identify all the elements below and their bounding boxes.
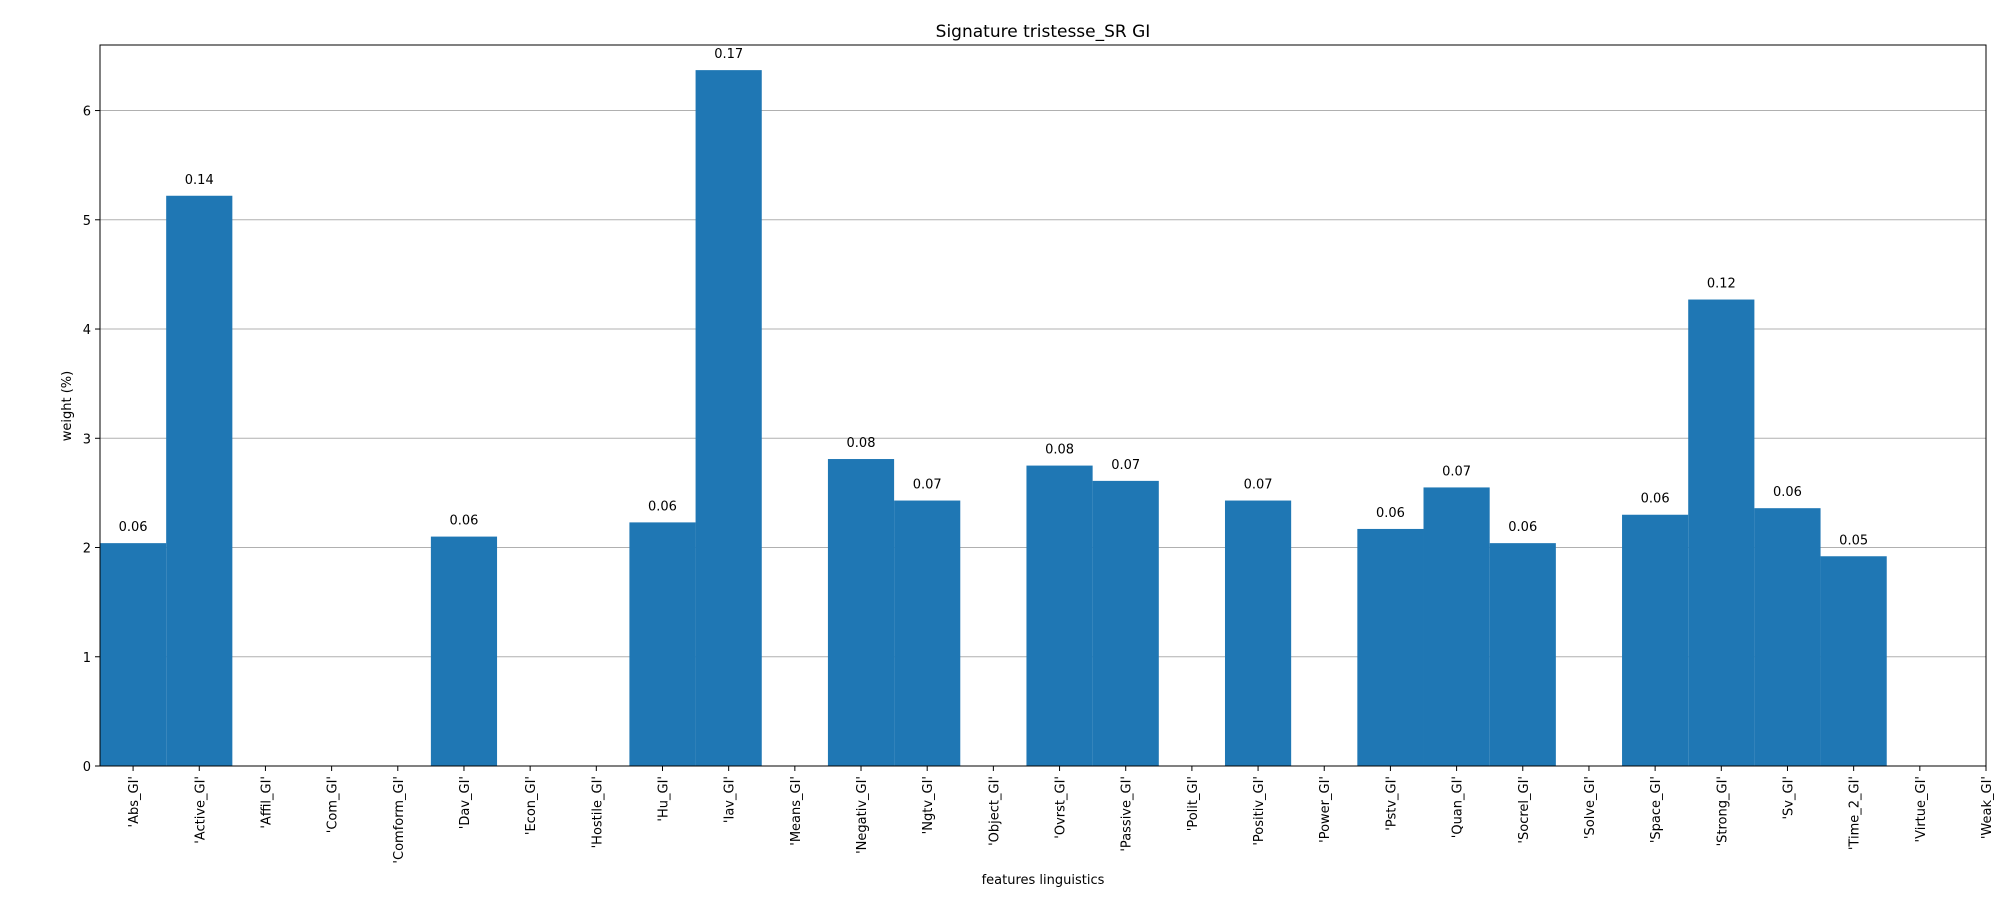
- bar: [1489, 543, 1556, 766]
- data-label: 0.07: [1442, 464, 1471, 479]
- x-tick-label: 'Ovrst_GI': [1054, 776, 1069, 839]
- bar: [166, 195, 233, 767]
- chart-title: Signature tristesse_SR GI: [936, 22, 1151, 42]
- x-tick-label: 'Negativ_GI': [855, 776, 870, 854]
- bar: [1026, 465, 1093, 766]
- bars: [100, 70, 1887, 767]
- y-axis-label: weight (%): [60, 371, 75, 441]
- x-tick-label: 'Positiv_GI': [1252, 776, 1267, 846]
- x-tick-label: 'Virtue_GI': [1914, 776, 1929, 842]
- data-label: 0.06: [1508, 520, 1537, 535]
- y-tick-label: 4: [83, 323, 91, 338]
- x-axis-ticks: 'Abs_GI' 'Active_GI' 'Affil_GI' 'Com_GI' 'Co…: [127, 766, 1995, 864]
- y-tick-label: 5: [83, 214, 91, 229]
- x-tick-label: 'Strong_GI': [1715, 776, 1730, 846]
- bar: [1224, 500, 1292, 766]
- data-label: 0.07: [913, 478, 942, 493]
- y-axis-ticks: 0 1 2 3 4 5 6: [83, 105, 100, 775]
- x-tick-label: 'Econ_GI': [524, 776, 539, 835]
- data-label: 0.06: [648, 499, 677, 514]
- x-tick-label: 'Hostile_GI': [590, 776, 605, 848]
- data-label: 0.06: [1641, 492, 1670, 507]
- x-tick-label: 'Hu_GI': [656, 776, 671, 822]
- x-tick-label: 'Affil_GI': [259, 776, 274, 829]
- data-label: 0.05: [1839, 533, 1868, 548]
- y-tick-label: 3: [83, 432, 91, 447]
- bar: [1820, 556, 1887, 766]
- x-tick-label: 'Object_GI': [987, 776, 1002, 846]
- bar: [1754, 508, 1821, 766]
- data-label: 0.08: [847, 436, 876, 451]
- x-tick-label: 'Power_GI': [1318, 776, 1333, 843]
- bar: [430, 536, 498, 766]
- x-tick-label: 'Space_GI': [1649, 776, 1664, 843]
- data-label: 0.12: [1707, 277, 1736, 292]
- x-tick-label: 'Quan_GI': [1451, 776, 1466, 838]
- bar: [827, 459, 895, 766]
- x-tick-label: 'Dav_GI': [458, 776, 473, 829]
- x-tick-label: 'Passive_GI': [1120, 776, 1135, 852]
- x-tick-label: 'Com_GI': [326, 776, 341, 833]
- data-label: 0.08: [1045, 443, 1074, 458]
- bar: [1423, 487, 1490, 766]
- x-tick-label: 'Solve_GI': [1583, 776, 1598, 839]
- x-tick-label: 'Weak_GI': [1980, 776, 1995, 839]
- x-tick-label: 'Time_2_GI': [1848, 776, 1863, 850]
- data-label: 0.06: [119, 520, 148, 535]
- x-axis-label: features linguistics: [982, 873, 1105, 888]
- bar: [100, 543, 167, 766]
- y-tick-label: 1: [83, 651, 91, 666]
- data-label: 0.07: [1111, 458, 1140, 473]
- x-tick-label: 'Socrel_GI': [1517, 776, 1532, 844]
- data-label: 0.06: [449, 514, 478, 529]
- data-labels: 0.06 0.14 0.06 0.06 0.17 0.08 0.07 0.08 0.07 0.07…: [119, 47, 1869, 548]
- y-tick-label: 6: [83, 105, 91, 120]
- y-tick-label: 2: [83, 542, 91, 557]
- x-tick-label: 'Polit_GI': [1186, 776, 1201, 831]
- x-tick-label: 'Pstv_GI': [1384, 776, 1399, 831]
- plot-frame: [99, 44, 1987, 767]
- data-label: 0.17: [714, 47, 743, 62]
- x-tick-label: 'Comform_GI': [392, 776, 407, 864]
- y-tick-label: 0: [83, 760, 91, 775]
- bar: [1688, 299, 1755, 766]
- bar: [695, 70, 762, 767]
- data-label: 0.14: [185, 173, 214, 188]
- x-tick-label: 'Means_GI': [789, 776, 804, 846]
- bar: [894, 500, 961, 766]
- x-tick-label: 'Active_GI': [193, 776, 208, 844]
- x-tick-label: 'Iav_GI': [723, 776, 738, 823]
- data-label: 0.07: [1244, 478, 1273, 493]
- bar: [1092, 480, 1159, 766]
- x-tick-label: 'Ngtv_GI': [921, 776, 936, 834]
- bar: [1622, 514, 1689, 766]
- x-tick-label: 'Abs_GI': [127, 776, 142, 827]
- data-label: 0.06: [1773, 485, 1802, 500]
- bar: [1357, 528, 1424, 766]
- x-tick-label: 'Sv_GI': [1781, 776, 1796, 820]
- bar: [629, 522, 696, 766]
- data-label: 0.06: [1376, 506, 1405, 521]
